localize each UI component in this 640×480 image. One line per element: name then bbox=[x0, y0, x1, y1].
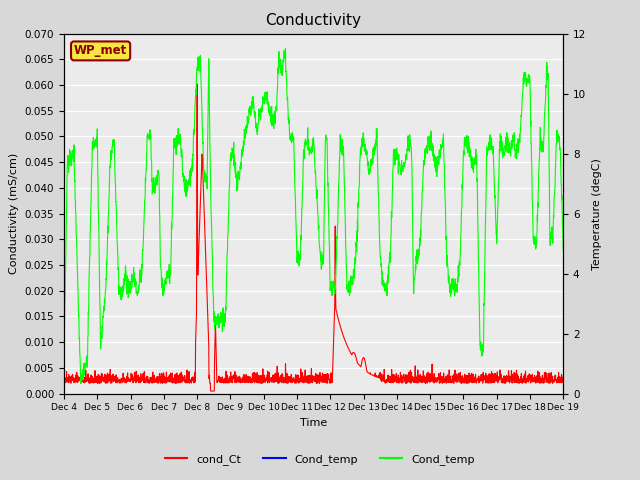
Legend: cond_Ct, Cond_temp, Cond_temp: cond_Ct, Cond_temp, Cond_temp bbox=[161, 450, 479, 469]
Text: WP_met: WP_met bbox=[74, 44, 127, 58]
X-axis label: Time: Time bbox=[300, 418, 327, 428]
Y-axis label: Conductivity (mS/cm): Conductivity (mS/cm) bbox=[9, 153, 19, 274]
Y-axis label: Temperature (degC): Temperature (degC) bbox=[592, 157, 602, 270]
Title: Conductivity: Conductivity bbox=[266, 13, 362, 28]
